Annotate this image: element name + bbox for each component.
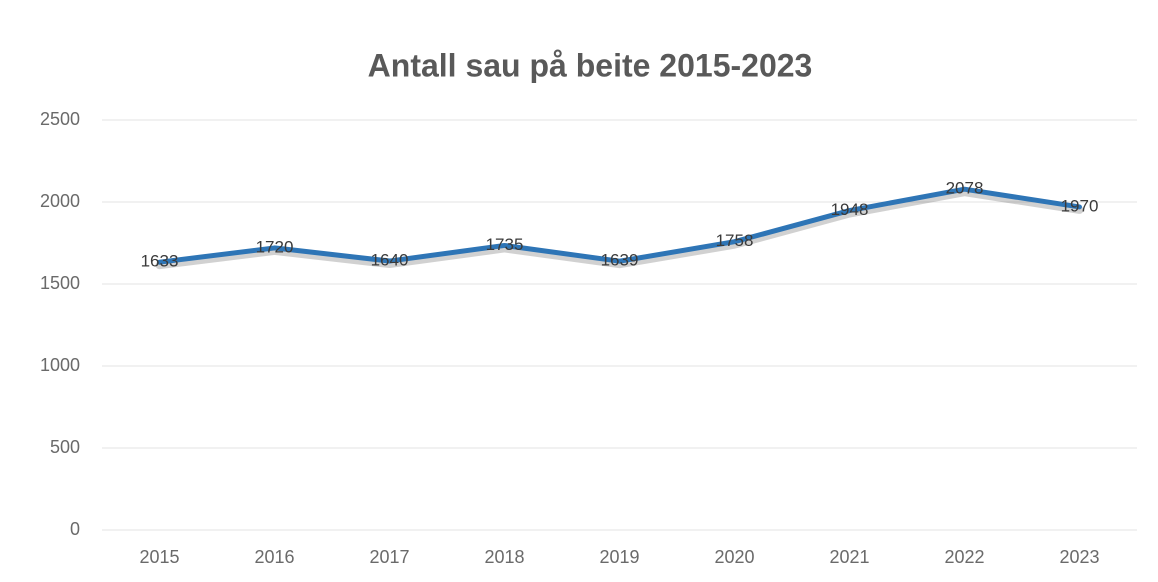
y-tick-label: 0 <box>70 519 80 539</box>
x-tick-label: 2023 <box>1059 547 1099 567</box>
x-tick-label: 2021 <box>829 547 869 567</box>
data-label: 2078 <box>946 179 984 198</box>
data-label: 1735 <box>486 235 524 254</box>
data-label: 1639 <box>601 251 639 270</box>
data-label: 1758 <box>716 231 754 250</box>
y-tick-label: 2000 <box>40 191 80 211</box>
x-tick-label: 2019 <box>599 547 639 567</box>
x-tick-label: 2017 <box>369 547 409 567</box>
data-label: 1970 <box>1061 196 1099 215</box>
y-tick-label: 1500 <box>40 273 80 293</box>
data-label: 1633 <box>141 252 179 271</box>
data-label: 1720 <box>256 237 294 256</box>
data-label: 1948 <box>831 200 869 219</box>
x-tick-label: 2022 <box>944 547 984 567</box>
y-tick-label: 1000 <box>40 355 80 375</box>
x-tick-label: 2016 <box>254 547 294 567</box>
y-tick-label: 2500 <box>40 109 80 129</box>
data-label: 1640 <box>371 251 409 270</box>
y-tick-label: 500 <box>50 437 80 457</box>
chart-title: Antall sau på beite 2015-2023 <box>368 47 813 83</box>
x-tick-label: 2018 <box>484 547 524 567</box>
x-tick-label: 2015 <box>139 547 179 567</box>
line-shadow <box>155 188 1084 270</box>
line <box>157 186 1082 265</box>
x-tick-label: 2020 <box>714 547 754 567</box>
